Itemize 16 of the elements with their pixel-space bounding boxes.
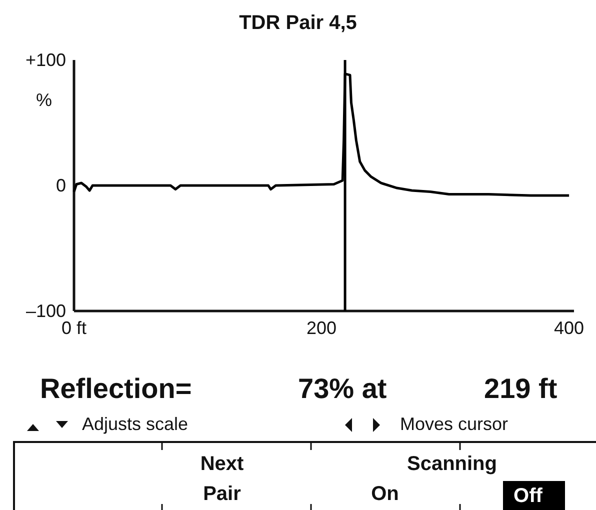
- text: Adjusts scale: [82, 414, 188, 434]
- y-axis-title: %: [36, 90, 52, 110]
- y-tick-label: 0: [56, 175, 66, 196]
- text: Off: [514, 485, 543, 507]
- text: Moves cursor: [400, 414, 508, 434]
- text: On: [371, 483, 399, 505]
- text: 73% at: [298, 373, 387, 404]
- text: Next: [200, 453, 244, 475]
- text: Pair: [203, 483, 242, 505]
- x-tick-label: 200: [306, 318, 337, 338]
- text: 219 ft: [484, 373, 558, 404]
- chart-title: TDR Pair 4,5: [239, 12, 357, 34]
- y-tick-label: +100: [25, 50, 66, 70]
- text: Scanning: [406, 453, 498, 475]
- text: Reflection=: [40, 373, 192, 404]
- x-tick-label: 400: [554, 318, 584, 338]
